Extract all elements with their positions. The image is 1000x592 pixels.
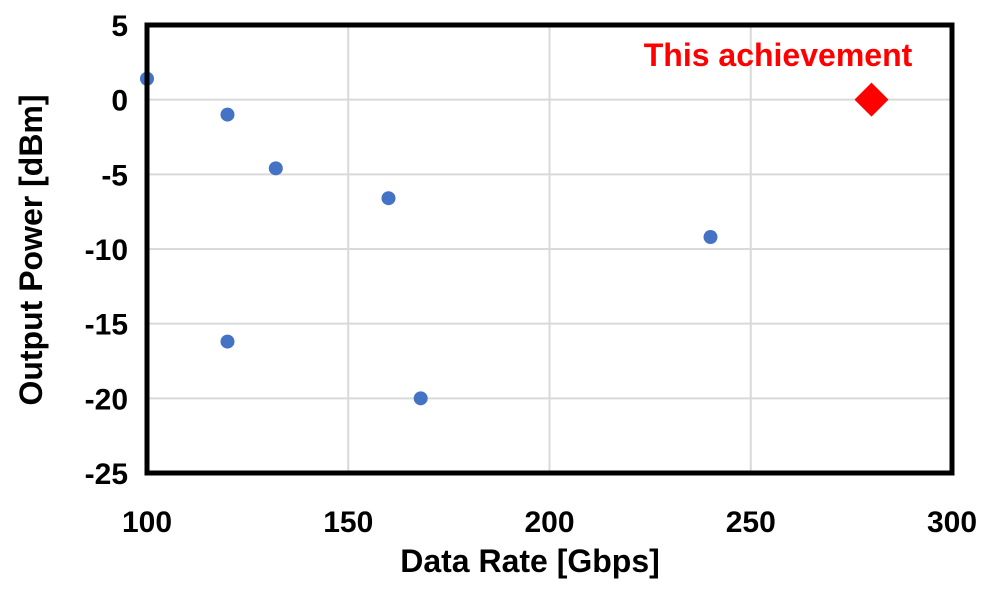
y-axis-title: Output Power [dBm] [13, 94, 49, 405]
x-tick-label: 300 [927, 506, 977, 539]
gridlines [146, 24, 953, 474]
y-tick-label: 0 [111, 85, 128, 118]
data-point [703, 230, 718, 245]
data-point [220, 107, 235, 122]
x-tick-label: 200 [524, 506, 574, 539]
y-tick-label: -25 [85, 458, 128, 491]
y-tick-labels: 5 0 -5 -10 -15 -20 -25 [85, 10, 128, 491]
x-tick-labels: 100 150 200 250 300 [122, 506, 977, 539]
x-tick-label: 100 [122, 506, 172, 539]
data-point [413, 391, 428, 406]
x-tick-label: 150 [323, 506, 373, 539]
y-tick-label: -10 [85, 234, 128, 267]
plot-frame [144, 22, 955, 476]
highlight-diamond-point [854, 82, 889, 117]
y-tick-label: 5 [111, 10, 128, 43]
data-point [268, 161, 283, 176]
y-tick-label: -20 [85, 383, 128, 416]
y-tick-label: -5 [101, 159, 128, 192]
data-marks [140, 71, 889, 406]
data-point [381, 191, 396, 206]
x-tick-label: 250 [726, 506, 776, 539]
y-tick-label: -15 [85, 309, 128, 342]
annotation-this-achievement: This achievement [644, 37, 913, 73]
data-point [220, 334, 235, 349]
x-axis-title: Data Rate [Gbps] [400, 543, 660, 579]
